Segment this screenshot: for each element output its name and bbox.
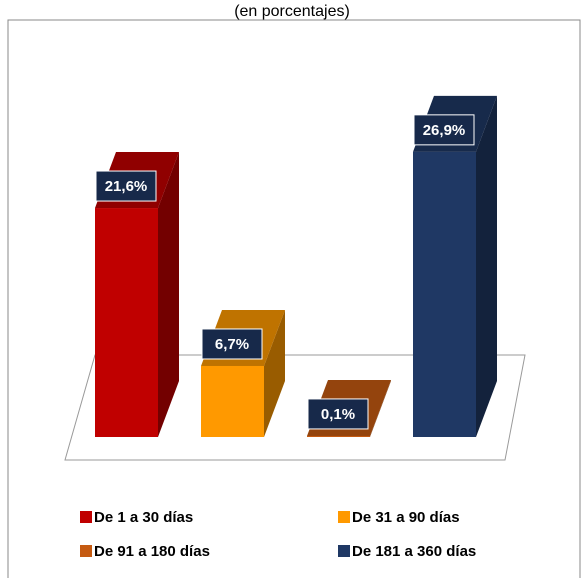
frame (7, 19, 581, 578)
bar (413, 151, 476, 438)
label-box (201, 328, 263, 360)
label-box (307, 398, 369, 430)
legend-label: De 31 a 90 días (352, 509, 460, 526)
bar (201, 365, 264, 437)
legend-label: De 181 a 360 días (352, 543, 476, 560)
legend-swatch (80, 545, 92, 557)
legend-label: De 91 a 180 días (94, 543, 210, 560)
value-label: 21,6% (105, 178, 148, 195)
floor (64, 354, 526, 461)
legend-swatch (80, 511, 92, 523)
value-label: 6,7% (215, 336, 249, 353)
label-box (95, 170, 157, 202)
bar-side (370, 379, 391, 437)
bar-side (264, 309, 285, 437)
legend-swatch (338, 545, 350, 557)
value-label: 26,9% (423, 122, 466, 139)
value-label: 0,1% (321, 406, 355, 423)
legend-label: De 1 a 30 días (94, 509, 193, 526)
bar (95, 208, 158, 437)
label-box (413, 114, 475, 146)
bar-side (476, 95, 497, 438)
bar-side (158, 152, 179, 438)
chart-subtitle: (en porcentajes) (234, 3, 350, 20)
legend-swatch (338, 511, 350, 523)
bar (307, 435, 370, 437)
